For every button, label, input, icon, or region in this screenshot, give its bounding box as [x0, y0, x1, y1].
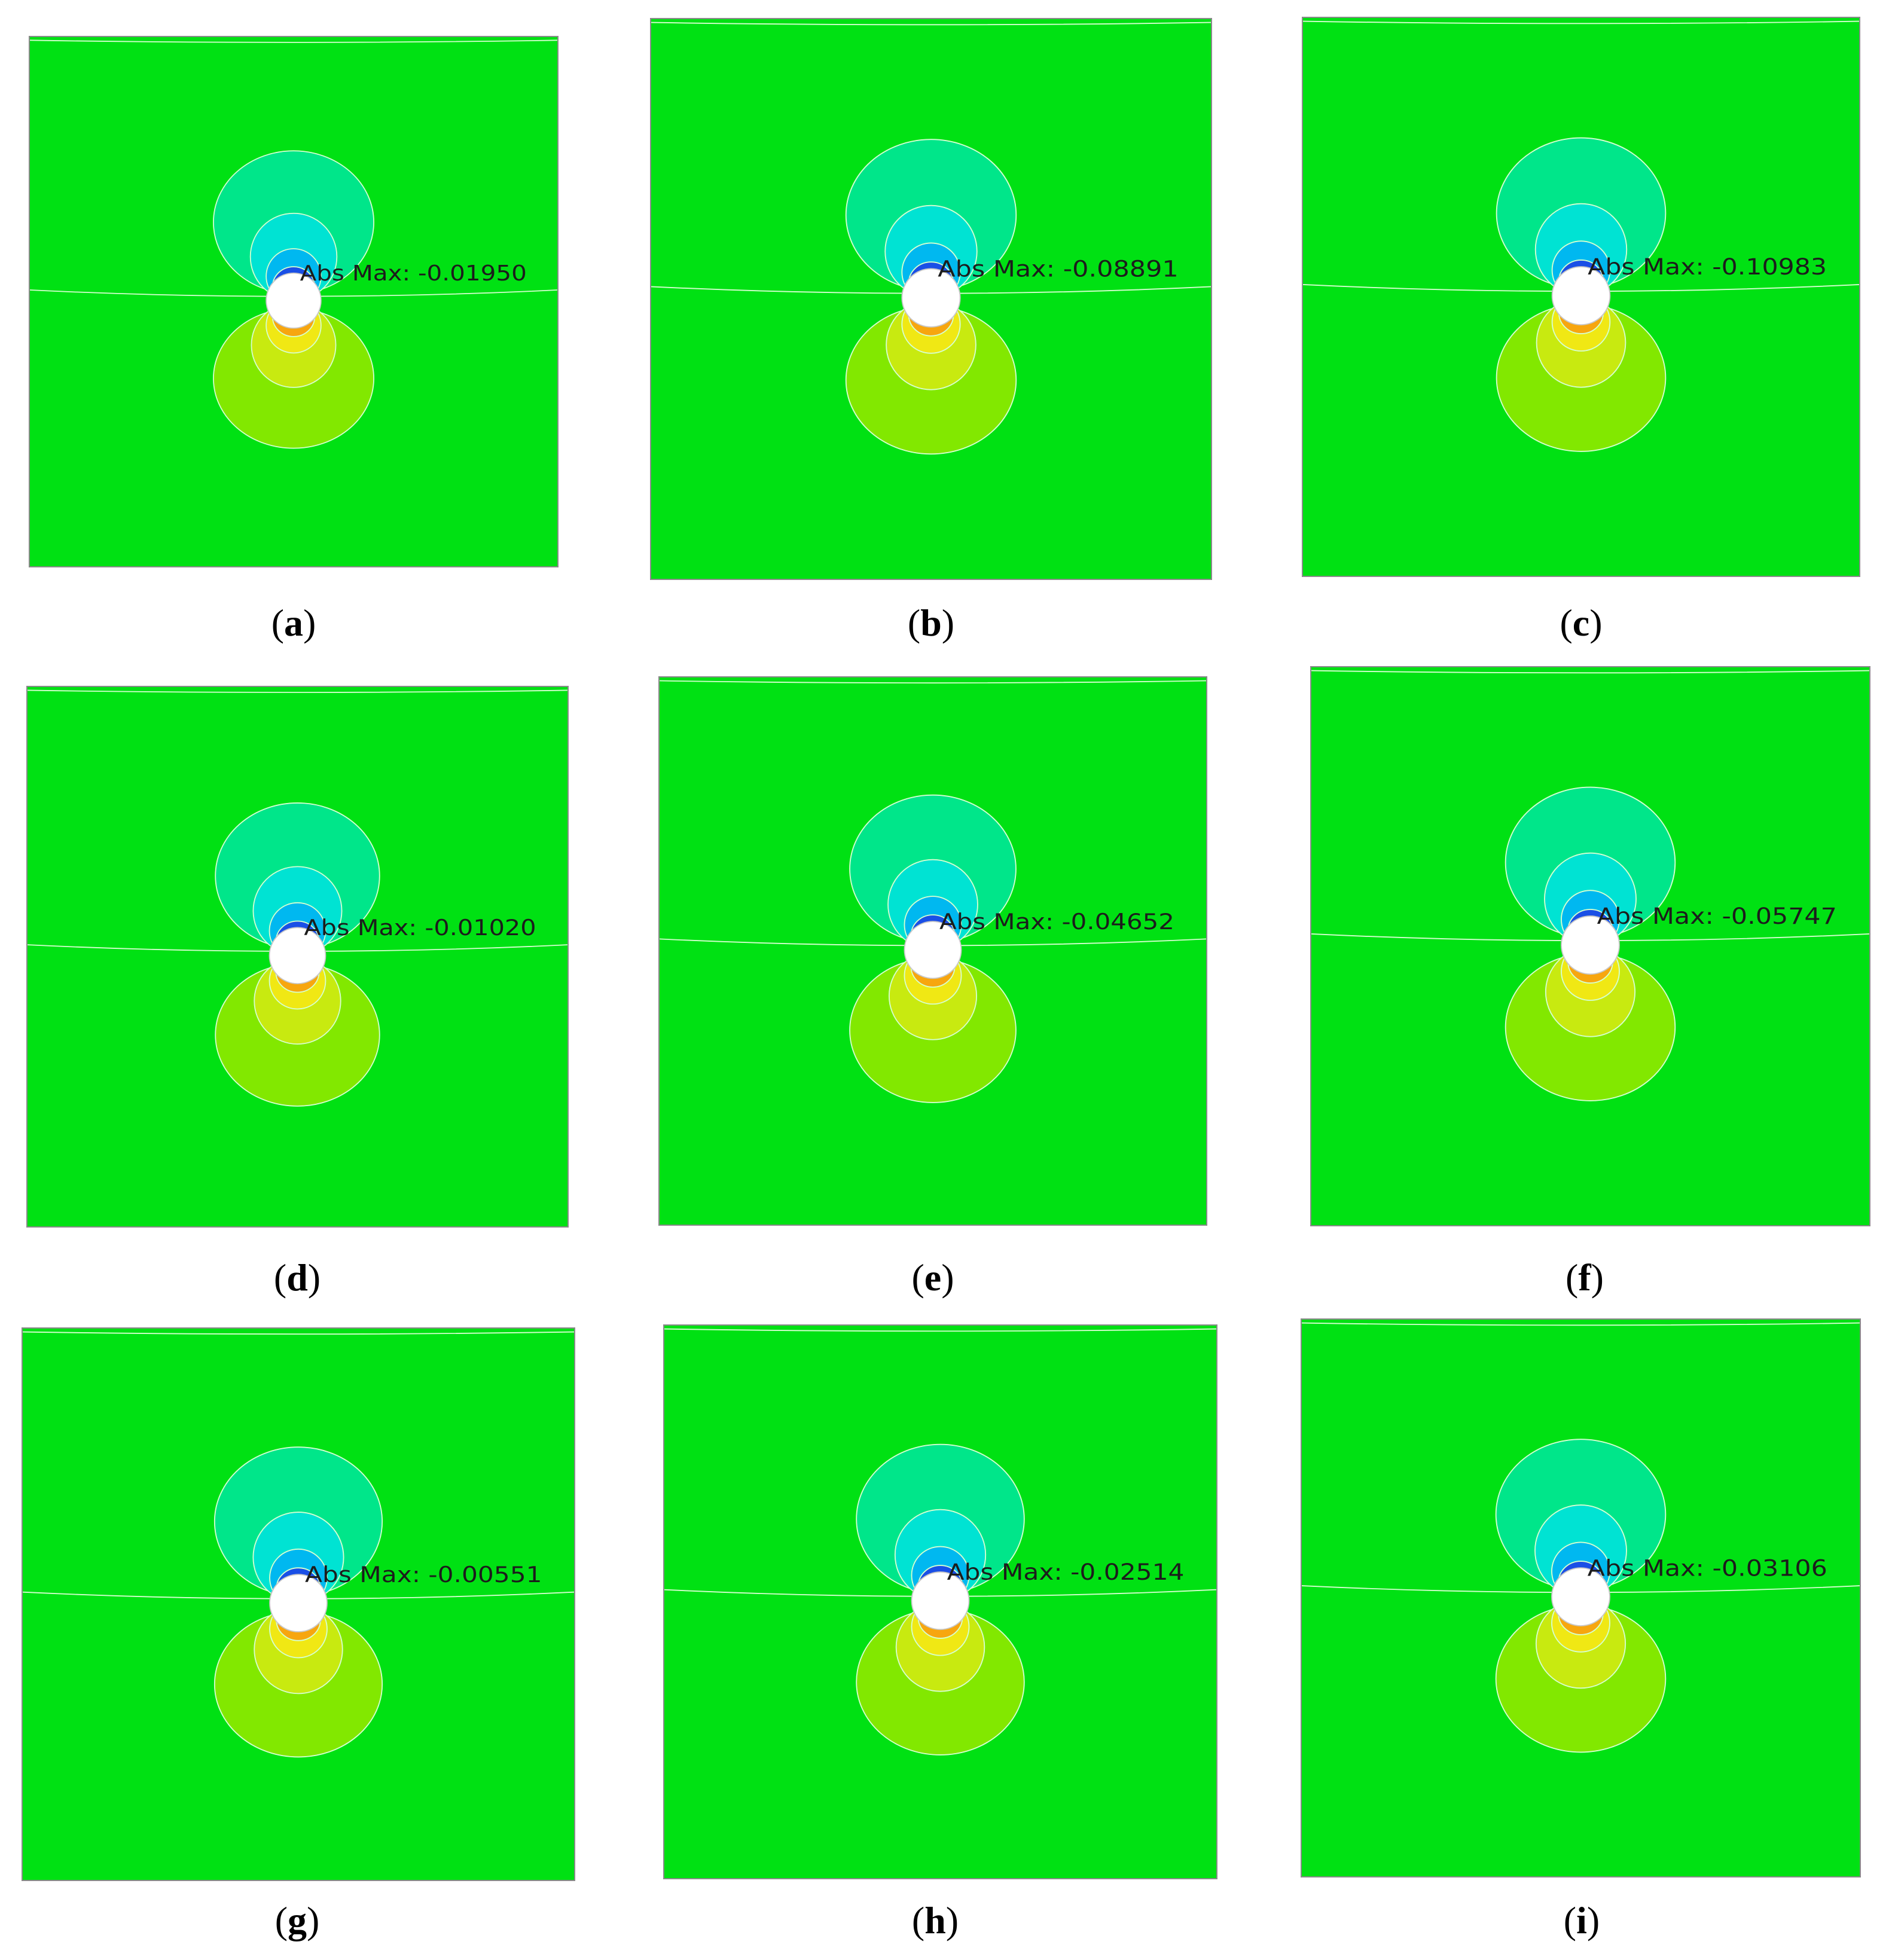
hole	[1551, 1567, 1610, 1626]
abs-max-label: Abs Max: -0.04652	[939, 909, 1174, 935]
top-contour-line	[664, 1328, 1216, 1332]
top-contour-line	[23, 1331, 574, 1335]
contour-panel-c: Abs Max: -0.10983	[1302, 17, 1860, 577]
contour-plot: Abs Max: -0.01020	[28, 687, 567, 1226]
hole	[268, 927, 326, 985]
top-contour-line	[651, 22, 1211, 26]
caption-d: (d)	[273, 1256, 321, 1299]
contour-panel-i: Abs Max: -0.03106	[1301, 1318, 1861, 1877]
abs-max-label: Abs Max: -0.03106	[1588, 1555, 1827, 1581]
hole	[266, 272, 322, 329]
caption-a: (a)	[271, 602, 316, 644]
top-contour-line	[1311, 670, 1869, 674]
contour-panel-h: Abs Max: -0.02514	[663, 1324, 1217, 1879]
contour-plot: Abs Max: -0.01950	[30, 37, 557, 566]
hole	[269, 1574, 328, 1633]
abs-max-label: Abs Max: -0.01950	[300, 261, 527, 286]
contour-panel-b: Abs Max: -0.08891	[650, 18, 1212, 580]
abs-max-label: Abs Max: -0.00551	[305, 1562, 542, 1587]
abs-max-label: Abs Max: -0.08891	[938, 256, 1178, 282]
contour-plot: Abs Max: -0.08891	[651, 19, 1211, 579]
top-contour-line	[28, 689, 567, 693]
top-contour-line	[660, 680, 1206, 684]
contour-panel-d: Abs Max: -0.01020	[26, 686, 569, 1228]
caption-i: (i)	[1563, 1899, 1600, 1941]
top-contour-line	[1302, 1322, 1860, 1326]
hole	[1551, 266, 1611, 326]
contour-panel-g: Abs Max: -0.00551	[22, 1327, 575, 1881]
caption-c: (c)	[1560, 602, 1603, 644]
caption-h: (h)	[911, 1899, 959, 1941]
caption-f: (f)	[1566, 1256, 1604, 1299]
contour-plot: Abs Max: -0.00551	[23, 1329, 574, 1880]
top-contour-line	[30, 39, 557, 43]
contour-panel-e: Abs Max: -0.04652	[658, 676, 1207, 1226]
abs-max-label: Abs Max: -0.02514	[947, 1559, 1185, 1585]
abs-max-label: Abs Max: -0.10983	[1588, 254, 1827, 280]
abs-max-label: Abs Max: -0.05747	[1597, 903, 1837, 929]
caption-g: (g)	[274, 1899, 320, 1941]
hole	[911, 1571, 970, 1631]
contour-plot: Abs Max: -0.04652	[660, 677, 1206, 1225]
hole	[901, 268, 961, 328]
caption-e: (e)	[911, 1256, 954, 1299]
contour-plot: Abs Max: -0.10983	[1303, 18, 1859, 576]
hole	[1561, 915, 1620, 975]
contour-panel-a: Abs Max: -0.01950	[29, 36, 559, 567]
hole	[904, 921, 962, 979]
top-contour-line	[1303, 20, 1859, 25]
contour-plot: Abs Max: -0.05747	[1311, 667, 1869, 1225]
caption-b: (b)	[907, 602, 955, 644]
contour-plot: Abs Max: -0.03106	[1302, 1320, 1860, 1876]
contour-plot: Abs Max: -0.02514	[664, 1326, 1216, 1878]
abs-max-label: Abs Max: -0.01020	[304, 915, 536, 941]
contour-panel-f: Abs Max: -0.05747	[1310, 666, 1870, 1226]
